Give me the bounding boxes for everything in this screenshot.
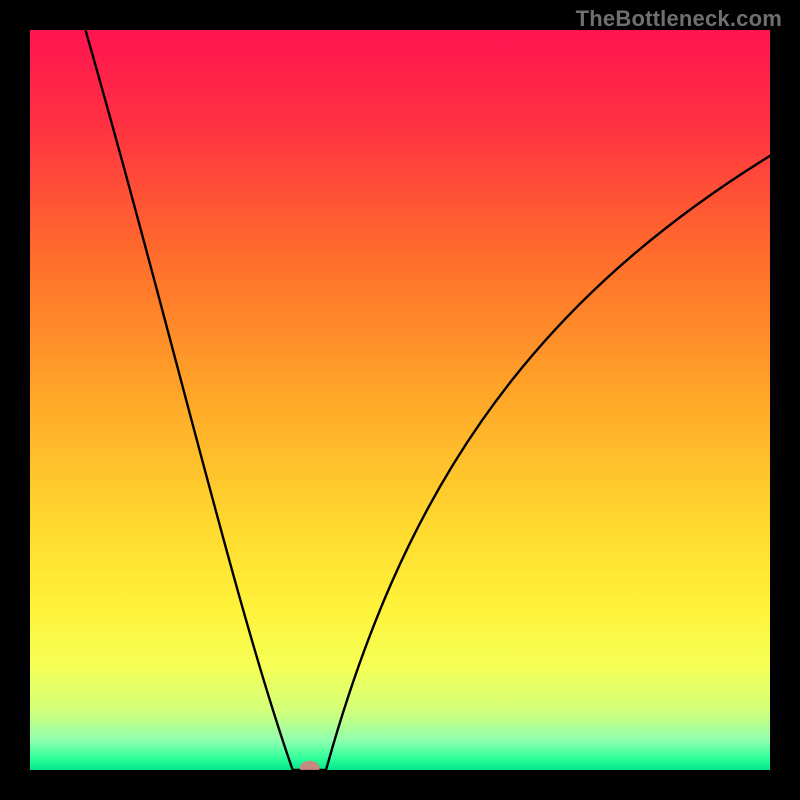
curve-path xyxy=(86,30,771,770)
bottleneck-curve xyxy=(30,30,770,770)
chart-root: TheBottleneck.com xyxy=(0,0,800,800)
watermark-text: TheBottleneck.com xyxy=(576,6,782,32)
minimum-marker xyxy=(300,761,320,770)
plot-area xyxy=(30,30,770,770)
